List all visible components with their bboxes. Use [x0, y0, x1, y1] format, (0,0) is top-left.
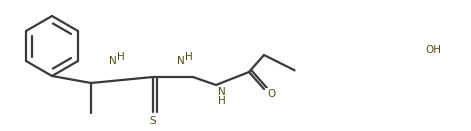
- Text: O: O: [267, 89, 275, 99]
- Text: N: N: [109, 56, 117, 66]
- Text: N: N: [218, 87, 226, 97]
- Text: N: N: [177, 56, 185, 66]
- Text: H: H: [185, 52, 193, 62]
- Text: H: H: [117, 52, 125, 62]
- Text: H: H: [218, 96, 226, 106]
- Text: S: S: [150, 116, 156, 126]
- Text: OH: OH: [425, 45, 441, 55]
- Polygon shape: [335, 7, 405, 87]
- Polygon shape: [343, 8, 452, 102]
- Polygon shape: [296, 70, 372, 86]
